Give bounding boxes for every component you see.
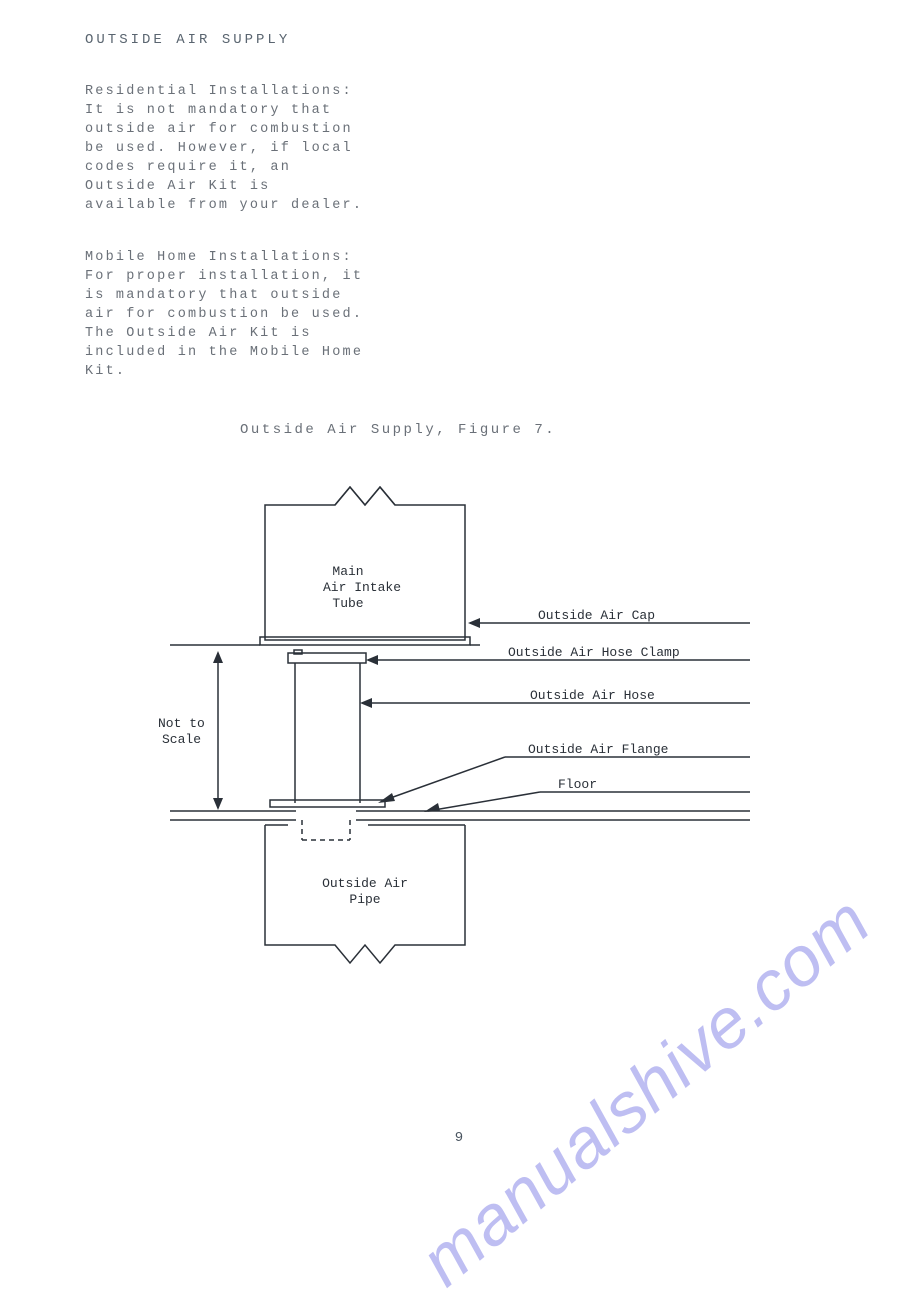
label-outside-pipe-2: Pipe	[349, 892, 380, 907]
label-air-flange: Outside Air Flange	[528, 742, 668, 757]
label-main-3: Tube	[332, 596, 363, 611]
label-outside-pipe-1: Outside Air	[322, 876, 408, 891]
label-not-to-scale-1: Not to	[158, 716, 205, 731]
outside-air-cap-shape	[260, 637, 470, 645]
label-main-1: Main	[332, 564, 363, 579]
figure-caption: Outside Air Supply, Figure 7.	[240, 422, 556, 438]
manual-page: OUTSIDE AIR SUPPLY Residential Installat…	[0, 0, 918, 1188]
section-title: OUTSIDE AIR SUPPLY	[85, 32, 290, 48]
label-hose-clamp: Outside Air Hose Clamp	[508, 645, 680, 660]
dimension-arrow	[213, 651, 223, 810]
label-floor: Floor	[558, 777, 597, 792]
callout-floor	[424, 792, 750, 812]
label-main-2: Air Intake	[323, 580, 401, 595]
paragraph-mobile-home: Mobile Home Installations: For proper in…	[85, 248, 395, 381]
paragraph-residential: Residential Installations: It is not man…	[85, 82, 395, 215]
main-air-intake-box	[265, 487, 465, 640]
label-outside-air-cap: Outside Air Cap	[538, 608, 655, 623]
figure-7-diagram: Not to Scale Main Air Intake Tube Outsid…	[110, 475, 770, 985]
air-flange-shape	[270, 800, 385, 807]
label-air-hose: Outside Air Hose	[530, 688, 655, 703]
page-number: 9	[0, 1130, 918, 1146]
label-not-to-scale-2: Scale	[162, 732, 201, 747]
